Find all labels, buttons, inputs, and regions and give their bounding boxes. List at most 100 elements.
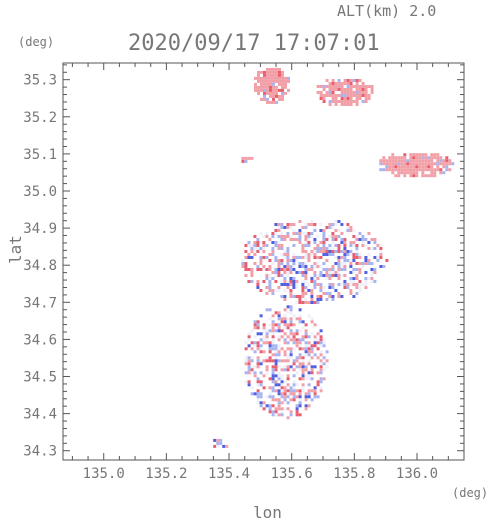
echo-cell [322,338,326,342]
echo-cell [271,413,275,417]
echo-cell [340,223,344,226]
echo-cell [271,389,275,393]
echo-cell [274,274,278,277]
echo-cell [304,271,308,274]
echo-cell [322,262,326,265]
echo-cell [352,271,356,274]
echo-cell [272,100,275,104]
echo-cell [391,162,395,166]
echo-cell [310,389,314,393]
echo-cell [445,162,449,166]
echo-cell [256,356,260,360]
echo-cell [307,289,311,292]
echo-cell [271,410,275,414]
echo-cell [301,295,305,298]
echo-cell [370,247,374,250]
echo-cell [274,344,278,348]
echo-cell [244,371,248,375]
echo-cell [325,259,329,262]
echo-cell [250,280,254,283]
echo-cell [316,301,320,304]
echo-cell [367,241,371,244]
echo-cell [301,356,305,360]
echo-cell [301,289,305,292]
echo-cell [412,156,416,160]
echo-cell [265,404,269,408]
echo-cell [289,317,293,321]
echo-cell [328,103,332,106]
echo-cell [334,223,338,226]
echo-cell [331,94,335,97]
echo-cell [325,94,329,97]
echo-cell [442,171,446,175]
echo-cell [310,317,314,321]
echo-cell [325,298,329,301]
echo-cell [376,256,380,259]
echo-cell [301,271,305,274]
echo-cell [259,241,263,244]
echo-cell [289,268,293,271]
echo-cell [253,374,257,378]
echo-cell [304,398,308,402]
echo-cell [271,359,275,363]
echo-cell [271,347,275,351]
echo-cell [257,73,260,77]
echo-cell [280,280,284,283]
echo-cell [397,165,401,169]
echo-cell [355,88,359,91]
echo-cell [394,159,398,163]
echo-cell [289,280,293,283]
echo-cell [298,298,302,301]
echo-cell [352,259,356,262]
echo-cell [343,97,347,100]
echo-cell [361,241,365,244]
echo-cell [284,79,287,83]
echo-cell [277,262,281,265]
echo-cell [310,289,314,292]
echo-cell [388,159,392,163]
echo-cell [298,368,302,372]
echo-cell [352,85,356,88]
echo-cell [304,274,308,277]
echo-cell [319,97,323,100]
echo-cell [274,229,278,232]
echo-cell [310,232,314,235]
echo-cell [334,100,338,103]
echo-cell [304,332,308,336]
echo-cell [322,292,326,295]
echo-cell [289,320,293,324]
echo-cell [328,277,332,280]
echo-cell [280,410,284,414]
echo-cell [298,295,302,298]
echo-cell [337,79,341,82]
echo-cell [355,85,359,88]
echo-cell [292,256,296,259]
echo-cell [256,244,260,247]
echo-cell [247,362,251,366]
echo-cell [334,250,338,253]
echo-cell [272,91,275,95]
echo-cell [277,350,281,354]
echo-cell [310,347,314,351]
echo-cell [307,371,311,375]
echo-cell [250,392,254,396]
y-tick-label: 34.8 [23,258,57,274]
echo-cell [364,94,368,97]
echo-cell [284,85,287,89]
echo-cell [298,314,302,318]
echo-cell [424,159,428,163]
echo-cell [316,356,320,360]
echo-cell [337,271,341,274]
echo-cell [310,277,314,280]
echo-cell [283,353,287,357]
echo-cell [283,389,287,393]
echo-cell [316,395,320,399]
echo-cell [289,350,293,354]
echo-cell [361,94,365,97]
echo-cell [253,247,257,250]
echo-cell [310,371,314,375]
echo-cell [292,374,296,378]
echo-cell [244,256,248,259]
echo-cell [349,241,353,244]
echo-cell [298,362,302,366]
